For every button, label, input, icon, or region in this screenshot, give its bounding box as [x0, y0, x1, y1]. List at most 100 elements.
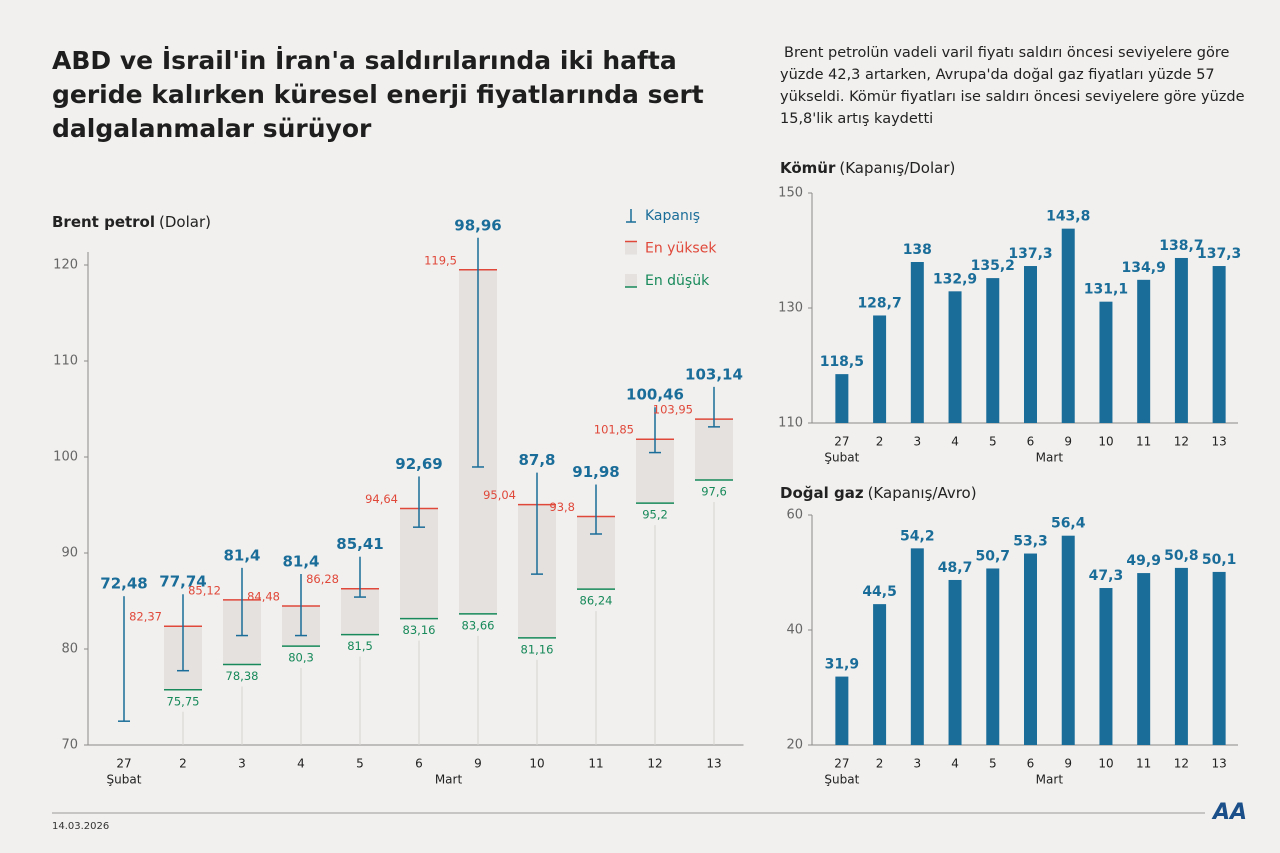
bar — [1174, 567, 1188, 745]
value-label: 54,2 — [900, 528, 935, 544]
y-tick-label: 100 — [53, 450, 78, 465]
bar — [1174, 257, 1188, 423]
close-label: 81,4 — [223, 546, 260, 564]
low-label: 95,2 — [642, 508, 668, 522]
legend-label: En yüksek — [645, 241, 717, 257]
high-label: 82,37 — [129, 610, 162, 624]
logo: AA — [1211, 800, 1247, 825]
value-label: 50,8 — [1164, 548, 1199, 564]
bar — [1061, 228, 1075, 423]
high-label: 94,64 — [365, 492, 398, 506]
low-label: 80,3 — [288, 651, 314, 665]
low-label: 86,24 — [580, 594, 613, 608]
y-tick-label: 120 — [53, 258, 78, 273]
x-tick-label: 11 — [588, 757, 603, 771]
low-label: 97,6 — [701, 485, 727, 499]
x-tick-label: 4 — [951, 757, 959, 771]
x-group-label: Mart — [1036, 451, 1064, 465]
value-label: 31,9 — [825, 657, 860, 673]
x-tick-label: 2 — [179, 757, 187, 771]
low-label: 83,66 — [462, 618, 495, 632]
legend-icon — [625, 241, 637, 255]
x-tick-label: 2 — [876, 435, 884, 449]
value-label: 53,3 — [1013, 534, 1048, 550]
x-tick-label: 12 — [647, 757, 662, 771]
bar — [1212, 266, 1226, 423]
bar — [1024, 553, 1037, 745]
bar — [948, 579, 962, 745]
low-label: 83,16 — [403, 623, 436, 637]
y-tick-label: 20 — [786, 738, 803, 753]
y-tick-label: 150 — [778, 186, 803, 201]
close-label: 72,48 — [100, 575, 147, 593]
value-label: 138 — [903, 242, 932, 258]
x-tick-label: 27 — [834, 435, 849, 449]
bar — [835, 676, 849, 745]
value-label: 132,9 — [933, 271, 977, 287]
description: Brent petrolün vadeli varil fiyatı saldı… — [780, 45, 1245, 127]
x-group-label: Mart — [1036, 773, 1064, 787]
x-tick-label: 6 — [1027, 435, 1035, 449]
x-tick-label: 3 — [913, 435, 921, 449]
value-label: 48,7 — [938, 560, 973, 576]
x-tick-label: 9 — [474, 757, 482, 771]
bar — [1099, 588, 1113, 745]
bar — [986, 278, 1000, 423]
page-title: ABD ve İsrail'in İran'a saldırılarında i… — [52, 46, 704, 143]
x-tick-label: 12 — [1174, 435, 1189, 449]
chart-title: Brent petrol (Dolar) — [52, 213, 211, 231]
chart-title-main: Brent petrol — [52, 213, 155, 231]
y-tick-label: 130 — [778, 301, 803, 316]
value-label: 50,7 — [975, 548, 1010, 564]
x-tick-label: 11 — [1136, 757, 1151, 771]
x-tick-label: 10 — [529, 757, 544, 771]
bar — [910, 262, 924, 423]
value-label: 47,3 — [1089, 568, 1124, 584]
high-label: 95,04 — [483, 488, 516, 502]
bar — [948, 291, 962, 423]
high-label: 86,28 — [306, 572, 339, 586]
x-tick-label: 5 — [989, 435, 997, 449]
chart-unit: (Kapanış/Dolar) — [839, 159, 955, 177]
value-label: 137,3 — [1008, 246, 1052, 262]
chart-title: Kömür (Kapanış/Dolar) — [780, 159, 955, 177]
chart-unit: (Dolar) — [159, 213, 211, 231]
y-tick-label: 110 — [53, 354, 78, 369]
bar — [835, 374, 849, 423]
y-tick-label: 110 — [778, 416, 803, 431]
x-tick-label: 3 — [913, 757, 921, 771]
bar — [986, 568, 1000, 745]
low-label: 75,75 — [167, 694, 200, 708]
x-tick-label: 5 — [989, 757, 997, 771]
high-label: 85,12 — [188, 583, 221, 597]
x-tick-label: 12 — [1174, 757, 1189, 771]
x-tick-label: 6 — [1027, 757, 1035, 771]
x-tick-label: 27 — [116, 757, 131, 771]
chart-unit: (Kapanış/Avro) — [868, 484, 977, 502]
x-tick-label: 3 — [238, 757, 246, 771]
x-tick-label: 11 — [1136, 435, 1151, 449]
y-tick-label: 90 — [61, 546, 78, 561]
value-label: 137,3 — [1197, 246, 1241, 262]
value-label: 118,5 — [820, 354, 864, 370]
value-label: 50,1 — [1202, 552, 1237, 568]
bar — [1137, 573, 1151, 745]
high-label: 84,48 — [247, 589, 280, 603]
x-tick-label: 10 — [1098, 757, 1113, 771]
close-label: 81,4 — [282, 552, 319, 570]
chart-title-main: Kömür — [780, 159, 836, 177]
date: 14.03.2026 — [52, 821, 109, 832]
chart-title-main: Doğal gaz — [780, 484, 864, 502]
x-group-label: Mart — [435, 773, 463, 787]
high-label: 103,95 — [653, 403, 693, 417]
low-label: 78,38 — [226, 669, 259, 683]
y-tick-label: 40 — [786, 623, 803, 638]
y-tick-label: 70 — [61, 738, 78, 753]
x-tick-label: 4 — [951, 435, 959, 449]
close-label: 98,96 — [454, 216, 501, 234]
close-label: 100,46 — [626, 386, 684, 404]
bar — [873, 315, 887, 423]
bar — [1137, 279, 1151, 423]
